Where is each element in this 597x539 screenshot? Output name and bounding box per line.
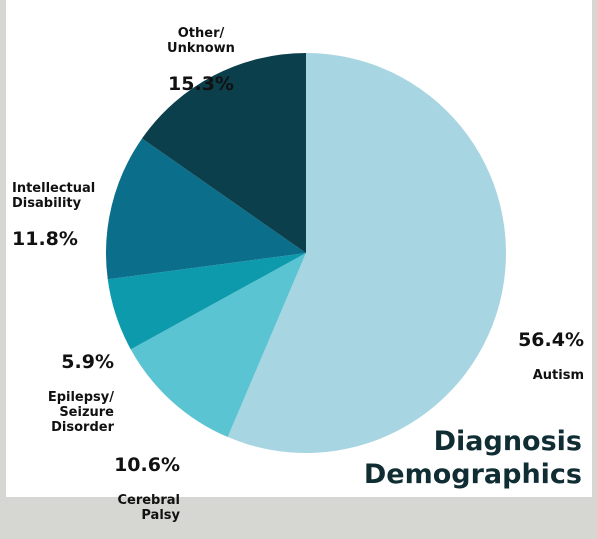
slice-percent: 11.8% <box>12 228 78 250</box>
pie-slice-intellectual-disability <box>106 138 306 280</box>
slice-percent: 15.3% <box>168 73 234 95</box>
pie-slice-autism <box>227 53 506 453</box>
chart-panel: Other/ Unknown 15.3% Intellectual Disabi… <box>6 0 592 523</box>
slice-name: Cerebral Palsy <box>117 493 180 523</box>
slice-label-other: Other/ Unknown 15.3% <box>136 10 266 112</box>
slice-percent: 56.4% <box>518 329 584 351</box>
chart-title: Diagnosis Demographics <box>363 426 582 490</box>
pie-slice-other-unknown <box>142 53 306 253</box>
pie-slice-cerebral-palsy <box>130 253 306 438</box>
slice-percent: 10.6% <box>114 454 180 476</box>
slice-label-autism: 56.4% Autism <box>492 312 584 399</box>
pie-slice-epilepsy <box>107 253 307 350</box>
slice-name: Epilepsy/ Seizure Disorder <box>47 390 114 435</box>
slice-percent: 5.9% <box>61 351 114 373</box>
pie-chart <box>106 53 506 453</box>
slice-name: Other/ Unknown <box>167 26 235 56</box>
slice-name: Intellectual Disability <box>12 181 96 211</box>
slice-label-cerebral-palsy: 10.6% Cerebral Palsy <box>98 437 180 539</box>
slice-name: Autism <box>532 368 584 383</box>
slice-label-epilepsy: 5.9% Epilepsy/ Seizure Disorder <box>22 334 114 451</box>
slice-label-intellectual-disability: Intellectual Disability 11.8% <box>12 165 132 267</box>
